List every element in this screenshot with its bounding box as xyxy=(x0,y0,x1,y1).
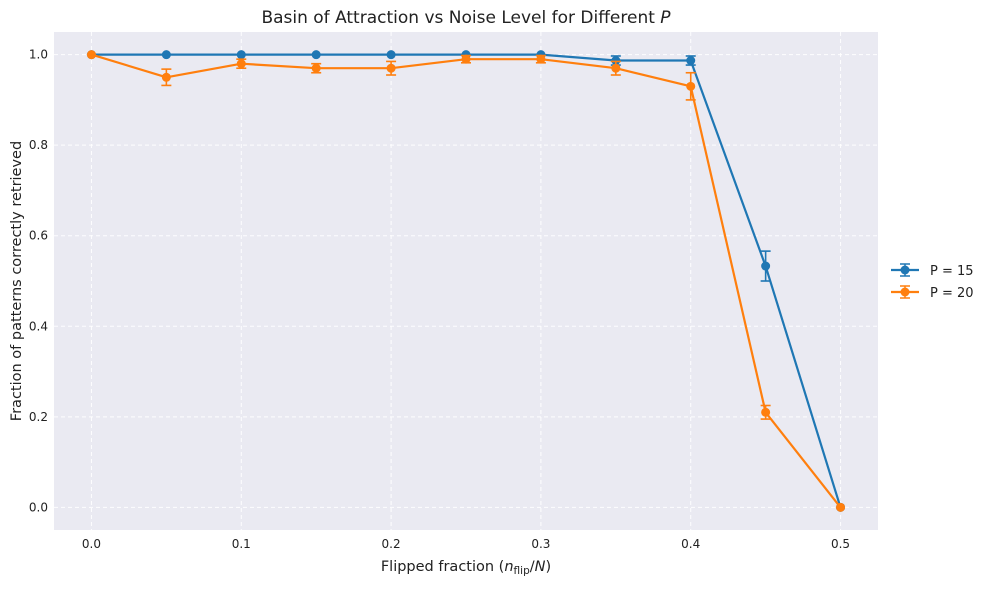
y-tick-label: 0.8 xyxy=(29,138,48,152)
x-tick-label: 0.1 xyxy=(232,537,251,551)
legend-item: P = 15 xyxy=(891,263,974,279)
legend-item: P = 20 xyxy=(891,285,974,301)
x-tick-label: 0.5 xyxy=(831,537,850,551)
data-point xyxy=(611,63,621,73)
data-point xyxy=(761,407,771,417)
plot-background xyxy=(54,32,878,530)
ticks: 0.0 0.1 0.2 0.3 0.4 0.5 0.0 0.2 0.4 0.6 0.8 1.0 xyxy=(29,48,850,551)
data-point xyxy=(836,502,846,512)
y-tick-label: 0.6 xyxy=(29,229,48,243)
x-tick-label: 0.2 xyxy=(382,537,401,551)
data-point xyxy=(761,261,771,271)
data-point xyxy=(611,56,621,66)
data-point xyxy=(311,63,321,73)
data-point xyxy=(386,50,396,60)
data-point xyxy=(386,63,396,73)
y-tick-label: 1.0 xyxy=(29,48,48,62)
y-tick-label: 0.0 xyxy=(29,500,48,514)
y-tick-label: 0.2 xyxy=(29,410,48,424)
chart-title: Basin of Attraction vs Noise Level for D… xyxy=(261,8,671,28)
legend-marker xyxy=(900,287,910,297)
data-point xyxy=(236,50,246,60)
y-axis-label: Fraction of patterns correctly retrieved xyxy=(9,141,25,421)
x-axis-label: Flipped fraction (nflip/N) xyxy=(381,559,551,577)
data-point xyxy=(311,50,321,60)
data-point xyxy=(686,81,696,91)
x-tick-label: 0.0 xyxy=(82,537,101,551)
series-1 xyxy=(86,50,846,512)
y-tick-label: 0.4 xyxy=(29,319,48,333)
x-tick-label: 0.3 xyxy=(531,537,550,551)
legend-marker xyxy=(900,265,910,275)
legend: P = 15 P = 20 xyxy=(891,263,974,301)
grid xyxy=(54,32,878,530)
data-point xyxy=(461,54,471,64)
data-point xyxy=(86,50,96,60)
legend-label: P = 15 xyxy=(930,264,974,279)
legend-label: P = 20 xyxy=(930,286,974,301)
data-point xyxy=(686,56,696,66)
data-point xyxy=(161,50,171,60)
x-tick-label: 0.4 xyxy=(681,537,700,551)
series-layer xyxy=(86,50,846,512)
data-point xyxy=(161,72,171,82)
series-2 xyxy=(86,50,846,512)
data-point xyxy=(236,59,246,69)
data-point xyxy=(536,54,546,64)
